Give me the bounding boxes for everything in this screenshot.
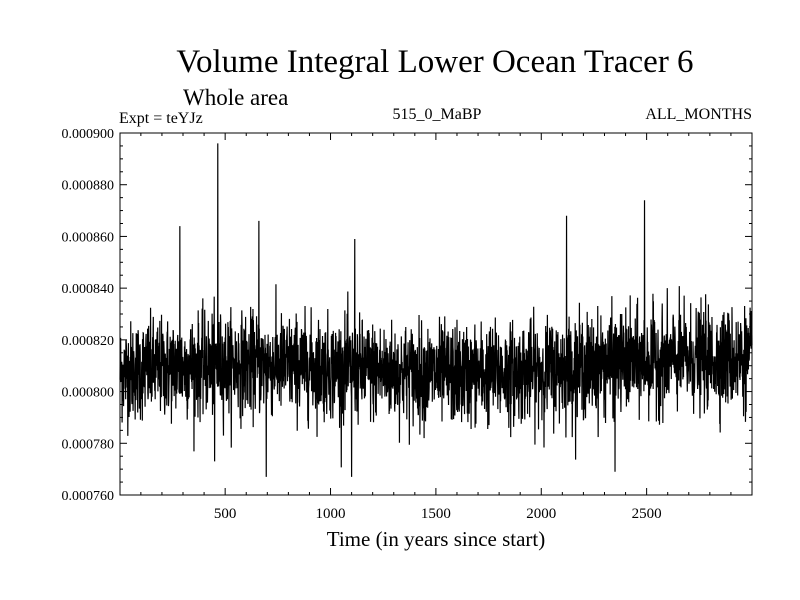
- series-line: [119, 143, 753, 477]
- y-tick-label: 0.000900: [62, 127, 115, 142]
- y-tick-label: 0.000840: [62, 282, 115, 297]
- y-tick-label: 0.000860: [62, 230, 115, 245]
- y-tick-label: 0.000780: [62, 437, 115, 452]
- y-tick-label: 0.000880: [62, 179, 115, 194]
- x-tick-label: 2500: [632, 506, 662, 522]
- chart-subtitle: Whole area: [183, 85, 288, 110]
- expt-label: Expt = teYJz: [119, 110, 203, 127]
- period-label: 515_0_MaBP: [393, 106, 482, 123]
- x-tick-label: 500: [214, 506, 237, 522]
- x-tick-label: 2000: [526, 506, 556, 522]
- months-label: ALL_MONTHS: [645, 106, 752, 123]
- series-layer: [119, 143, 753, 477]
- y-tick-label: 0.000800: [62, 386, 115, 401]
- x-tick-label: 1500: [421, 506, 451, 522]
- x-axis-label: Time (in years since start): [327, 527, 546, 551]
- x-tick-label: 1000: [316, 506, 346, 522]
- axes-layer: 500 1000 1500 2000 2500 0.000760 0.000780 0.000…: [62, 127, 753, 522]
- y-tick-label: 0.000760: [62, 489, 115, 504]
- chart-title: Volume Integral Lower Ocean Tracer 6: [176, 44, 693, 80]
- y-tick-label: 0.000820: [62, 334, 115, 349]
